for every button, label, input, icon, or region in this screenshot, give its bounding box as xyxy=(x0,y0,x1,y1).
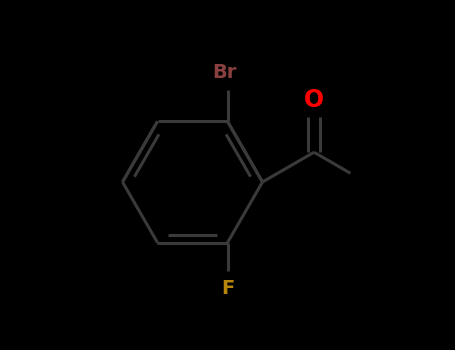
Text: F: F xyxy=(221,279,234,298)
Text: Br: Br xyxy=(212,63,236,82)
Text: O: O xyxy=(304,88,324,112)
